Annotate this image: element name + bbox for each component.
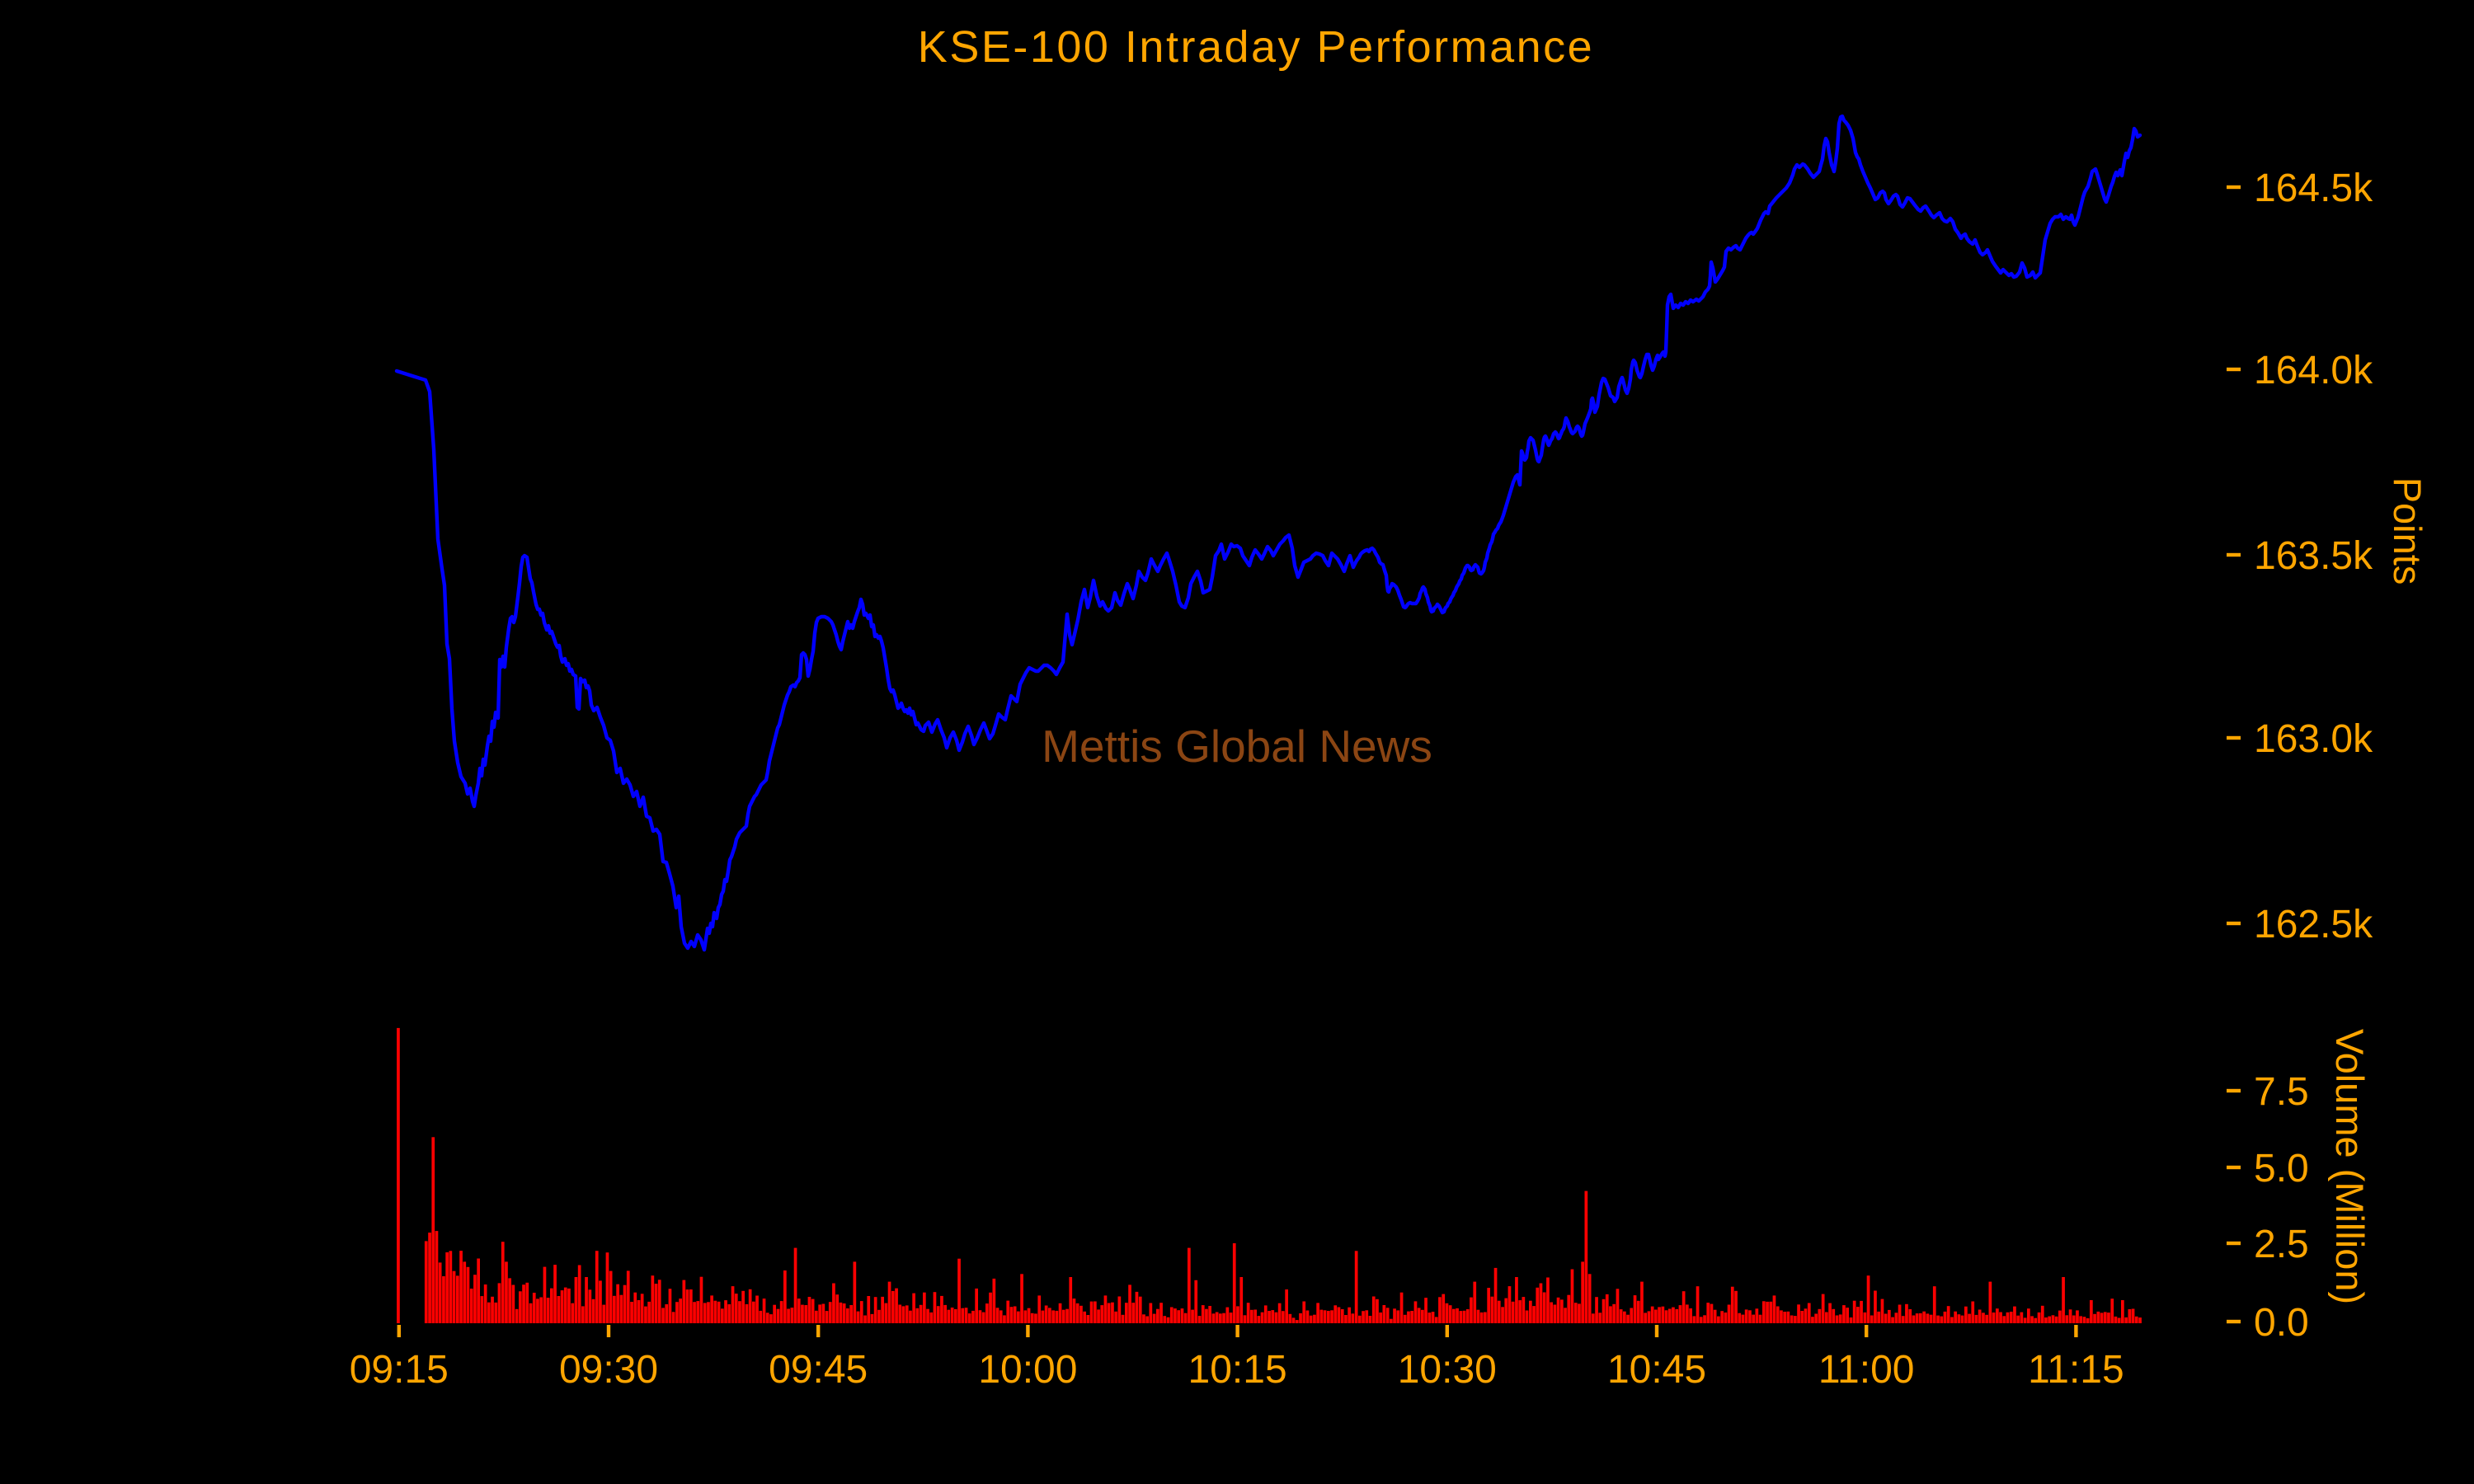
svg-text:09:15: 09:15	[350, 1348, 449, 1392]
svg-text:162.5k: 162.5k	[2254, 903, 2373, 946]
svg-text:09:30: 09:30	[559, 1348, 658, 1392]
svg-text:0.0: 0.0	[2254, 1301, 2309, 1345]
svg-text:163.0k: 163.0k	[2254, 717, 2373, 761]
svg-text:Points: Points	[2386, 477, 2429, 585]
svg-text:5.0: 5.0	[2254, 1147, 2309, 1190]
svg-text:10:00: 10:00	[978, 1348, 1077, 1392]
svg-text:164.0k: 164.0k	[2254, 349, 2373, 392]
svg-text:7.5: 7.5	[2254, 1070, 2309, 1114]
svg-text:164.5k: 164.5k	[2254, 167, 2373, 210]
svg-text:163.5k: 163.5k	[2254, 534, 2373, 578]
svg-text:10:15: 10:15	[1188, 1348, 1287, 1392]
svg-text:10:30: 10:30	[1398, 1348, 1497, 1392]
svg-text:2.5: 2.5	[2254, 1223, 2309, 1266]
svg-text:11:00: 11:00	[1818, 1348, 1915, 1392]
svg-text:10:45: 10:45	[1607, 1348, 1706, 1392]
svg-text:11:15: 11:15	[2028, 1348, 2124, 1392]
svg-text:Volume (Million): Volume (Million)	[2328, 1029, 2372, 1304]
svg-text:KSE-100 Intraday Performance: KSE-100 Intraday Performance	[918, 22, 1594, 72]
svg-text:09:45: 09:45	[769, 1348, 868, 1392]
svg-text:Mettis Global News: Mettis Global News	[1042, 721, 1432, 772]
